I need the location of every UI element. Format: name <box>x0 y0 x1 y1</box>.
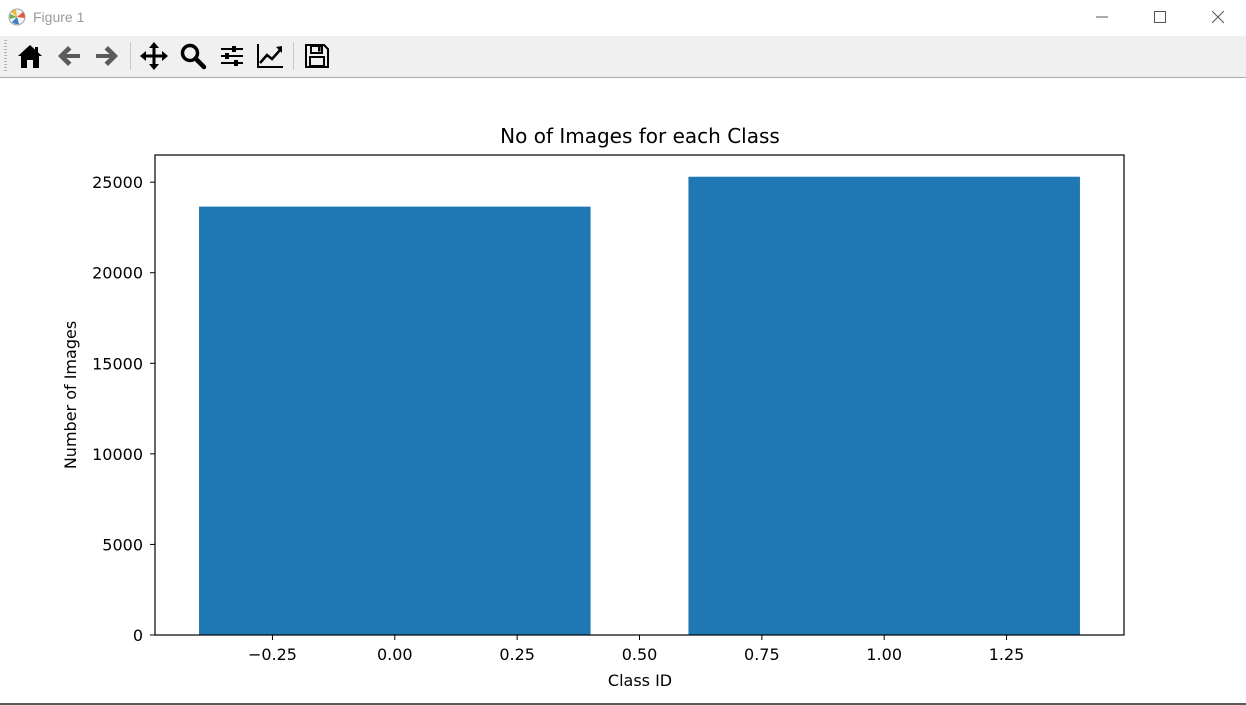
chart-title: No of Images for each Class <box>500 124 780 148</box>
edit-axis-button[interactable] <box>254 40 286 72</box>
y-axis-label: Number of Images <box>61 321 80 469</box>
y-tick-label: 25000 <box>92 173 143 192</box>
pan-icon <box>140 42 168 70</box>
bar-class-1 <box>688 176 1080 635</box>
back-arrow-icon <box>58 46 80 66</box>
close-button[interactable] <box>1189 0 1246 34</box>
y-tick-label: 5000 <box>102 535 143 554</box>
x-axis-label: Class ID <box>608 671 672 690</box>
edit-axis-icon <box>257 44 283 68</box>
forward-arrow-icon <box>96 46 118 66</box>
toolbar-grip[interactable] <box>4 40 7 72</box>
bar-class-0 <box>199 206 591 636</box>
home-icon <box>18 45 42 68</box>
x-tick-label: −0.25 <box>248 645 297 664</box>
window-title: Figure 1 <box>33 9 85 25</box>
window-titlebar: Figure 1 <box>0 0 1246 36</box>
x-tick-label: 1.00 <box>866 645 902 664</box>
y-tick-label: 15000 <box>92 354 143 373</box>
maximize-button[interactable] <box>1131 0 1189 34</box>
home-button[interactable] <box>14 40 46 72</box>
x-tick-label: 0.00 <box>377 645 413 664</box>
maximize-icon <box>1154 11 1166 23</box>
minimize-button[interactable] <box>1073 0 1131 34</box>
x-tick-label: 0.25 <box>499 645 535 664</box>
zoom-button[interactable] <box>177 40 209 72</box>
configure-subplots-icon <box>221 46 243 66</box>
zoom-icon <box>180 43 207 70</box>
save-button[interactable] <box>301 40 333 72</box>
x-tick-label: 0.75 <box>744 645 780 664</box>
toolbar-separator <box>130 42 131 70</box>
back-button[interactable] <box>53 40 85 72</box>
toolbar-separator <box>293 42 294 70</box>
configure-subplots-button[interactable] <box>216 40 248 72</box>
x-tick-label: 0.50 <box>622 645 658 664</box>
navigation-toolbar <box>0 36 1246 78</box>
bar-chart: No of Images for each Class −0.25 0.00 0.2… <box>0 78 1246 702</box>
save-icon <box>305 44 329 68</box>
minimize-icon <box>1096 16 1108 18</box>
window-bottom-border <box>0 703 1246 705</box>
y-tick-label: 20000 <box>92 264 143 283</box>
y-tick-label: 10000 <box>92 445 143 464</box>
pan-button[interactable] <box>138 40 170 72</box>
forward-button[interactable] <box>91 40 123 72</box>
matplotlib-app-icon <box>8 8 26 26</box>
x-tick-label: 1.25 <box>989 645 1025 664</box>
y-tick-label: 0 <box>133 626 143 645</box>
close-icon <box>1212 11 1224 23</box>
